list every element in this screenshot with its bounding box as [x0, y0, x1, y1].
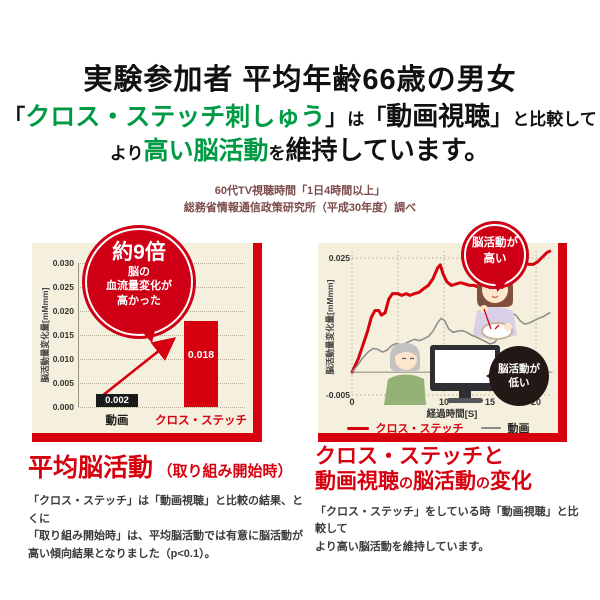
- text-part: 維持しています。: [285, 134, 491, 165]
- series-line-1: [351, 312, 551, 373]
- text-part: の: [399, 474, 413, 491]
- source-note: 60代TV視聴時間「1日4時間以上」 総務省情報通信政策研究所（平成30年度）調…: [0, 183, 600, 216]
- bar-ytick-label: 0.015: [52, 330, 74, 340]
- headline-line1: 実験参加者 平均年齢66歳の男女: [83, 64, 517, 96]
- bar-ytick-label: 0.020: [52, 306, 74, 316]
- legend-video-line-icon: [480, 427, 501, 429]
- right-body-line: より高い脳活動を維持しています。: [315, 540, 490, 553]
- high-bubble-line: 脳活動が: [472, 237, 518, 249]
- text-part: 高い脳活動: [143, 136, 269, 165]
- line-chart-panel: 脳活動量変化量[mMmm]: [318, 221, 567, 442]
- line-xtick-label: 0: [349, 397, 355, 407]
- low-bubble-line: 脳活動が: [498, 363, 540, 375]
- bar-gridline: [78, 407, 245, 408]
- text-part: を: [268, 143, 286, 163]
- line-ytick-bottom: -0.005: [325, 390, 350, 400]
- bar-category-label: 動画: [105, 415, 129, 427]
- text-part: クロス・ステッチ刺しゅう: [25, 103, 326, 132]
- bar-category-label: クロス・ステッチ: [155, 415, 247, 427]
- bar-ytick-label: 0.030: [52, 258, 74, 268]
- low-activity-bubble: 脳活動が 低い: [486, 346, 549, 406]
- left-title-main: 平均脳活動: [28, 454, 154, 482]
- bubble-ring: [85, 228, 193, 336]
- right-title-line2: 動画視聴の脳活動の変化: [315, 470, 589, 495]
- ratio-line: 高かった: [117, 294, 161, 307]
- left-summary-body: 「クロス・ステッチ」は「動画視聴」と比較の結果、とくに 「取り組み開始時」は、平…: [28, 493, 304, 563]
- headline-line3: より高い脳活動を維持しています。: [0, 135, 600, 166]
- bar-1: 0.018: [184, 320, 218, 407]
- legend: クロス・ステッチ 動画: [318, 420, 558, 436]
- left-body-line: 高い傾向結果となりました（p<0.1）。: [28, 547, 216, 560]
- high-bubble-line: 高い: [483, 252, 507, 265]
- text-part: 」: [325, 105, 348, 131]
- line-xtick-label: 10: [438, 397, 449, 407]
- line-ytick-top: 0.025: [328, 253, 350, 263]
- text-part: は: [347, 110, 365, 130]
- text-part: 変化: [490, 469, 532, 493]
- text-part: 「: [364, 105, 387, 131]
- text-part: より: [109, 143, 144, 163]
- legend-crossstitch-label: クロス・ステッチ: [375, 423, 464, 435]
- text-part: 動画視聴: [386, 101, 491, 132]
- bar-ytick-label: 0.010: [52, 354, 74, 364]
- bar-value-box: 0.002: [96, 394, 138, 407]
- text-part: 」: [490, 105, 513, 131]
- left-summary-title: 平均脳活動 （取り組み開始時）: [28, 448, 304, 484]
- text-part: 動画視聴: [315, 469, 399, 493]
- bar-y-axis: [78, 263, 79, 407]
- line-xtick-label: 20: [530, 397, 541, 407]
- ratio-headline: 約9倍: [112, 241, 166, 264]
- left-body-line: 「クロス・ステッチ」は「動画視聴」と比較の結果、とくに: [28, 495, 303, 525]
- legend-video-label: 動画: [507, 423, 530, 435]
- source-line2: 総務省情報通信政策研究所（平成30年度）調べ: [183, 201, 417, 214]
- left-body-line: 「取り組み開始時」は、平均脳活動では有意に脳活動が: [28, 530, 303, 543]
- bar-value-label: 0.018: [187, 348, 215, 361]
- right-summary-body: 「クロス・ステッチ」をしている時「動画視聴」と比較して より高い脳活動を維持して…: [315, 504, 589, 557]
- headline-line2: 「クロス・ステッチ刺しゅう」は「動画視聴」と比較して: [0, 101, 600, 132]
- bar-chart-panel: 脳活動量変化量[mMmm] 約9倍 脳の 血流量変化が 高かった 0.000 0.…: [32, 225, 262, 442]
- line-chart-xlabel: 経過時間[S]: [426, 409, 478, 420]
- text-part: 「: [3, 105, 26, 131]
- high-activity-bubble: 脳活動が 高い: [461, 221, 529, 289]
- ratio-line: 血流量変化が: [106, 280, 172, 293]
- bar-gridline: [78, 383, 245, 384]
- left-summary-section: 平均脳活動 （取り組み開始時） 「クロス・ステッチ」は「動画視聴」と比較の結果、…: [28, 448, 304, 563]
- text-part: の: [476, 474, 490, 491]
- line-xtick-label: 15: [484, 397, 495, 407]
- right-summary-section: クロス・ステッチと 動画視聴の脳活動の変化 「クロス・ステッチ」をしている時「動…: [315, 445, 589, 556]
- headline: 実験参加者 平均年齢66歳の男女 「クロス・ステッチ刺しゅう」は「動画視聴」と比…: [0, 64, 600, 166]
- left-title-sub: （取り組み開始時）: [157, 463, 293, 480]
- text-part: 脳活動: [413, 469, 476, 493]
- line-chart-ylabel: 脳活動量変化量[mMmm]: [325, 279, 335, 375]
- bar-gridline: [78, 359, 245, 360]
- bar-ytick-label: 0.005: [52, 378, 74, 388]
- ratio-annotation-bubble: 約9倍 脳の 血流量変化が 高かった: [82, 225, 196, 339]
- source-line1: 60代TV視聴時間「1日4時間以上」: [214, 185, 386, 197]
- right-title-line1: クロス・ステッチと: [315, 445, 504, 468]
- low-bubble-line: 低い: [508, 377, 530, 390]
- right-body-line: 「クロス・ステッチ」をしている時「動画視聴」と比較して: [315, 505, 579, 536]
- bar-ytick-label: 0.000: [52, 402, 74, 412]
- bar-gridline: [78, 335, 245, 336]
- text-part: と比較して: [512, 110, 597, 130]
- bar-ytick-label: 0.025: [52, 282, 74, 292]
- man-watching-illustration: [384, 343, 500, 405]
- legend-crossstitch-line-icon: [346, 426, 369, 430]
- ratio-line: 脳の: [128, 266, 150, 279]
